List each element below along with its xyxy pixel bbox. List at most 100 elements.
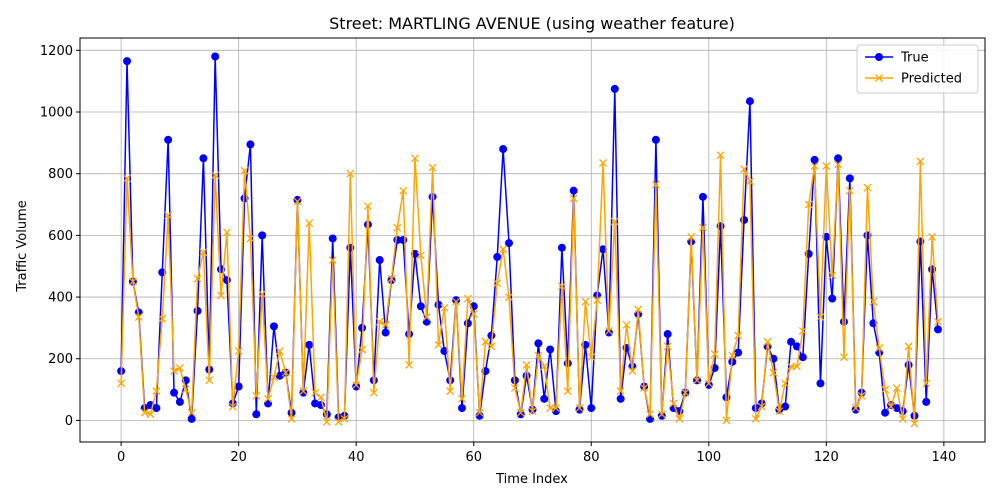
data-point	[205, 376, 214, 385]
series-predicted	[117, 151, 942, 428]
x-tick-label: 40	[348, 450, 365, 465]
x-tick-label: 0	[117, 450, 125, 465]
data-point	[863, 183, 872, 192]
data-point	[170, 388, 179, 397]
data-point	[499, 145, 508, 154]
data-point	[516, 408, 525, 417]
x-tick-label: 100	[696, 450, 721, 465]
data-point	[745, 97, 754, 106]
data-point	[305, 219, 314, 227]
data-point	[663, 342, 672, 351]
data-point	[504, 239, 513, 248]
data-point	[458, 394, 466, 403]
data-point	[657, 410, 666, 419]
y-tick-label: 400	[48, 291, 73, 306]
x-axis: 0 20 40 60 80 100 120 140	[117, 442, 956, 465]
data-point	[164, 211, 173, 220]
grid	[80, 38, 985, 442]
data-point	[557, 282, 566, 291]
legend-label: True	[900, 51, 929, 66]
data-point	[840, 353, 848, 362]
data-point	[140, 408, 149, 417]
data-point	[810, 155, 819, 164]
y-tick-label: 1000	[40, 106, 73, 121]
data-point	[651, 180, 660, 189]
data-point	[234, 347, 243, 355]
data-point	[422, 313, 431, 322]
data-point	[546, 404, 555, 413]
data-point	[158, 314, 167, 323]
x-axis-label: Time Index	[495, 472, 568, 487]
legend-marker	[875, 74, 883, 82]
data-point	[316, 393, 325, 402]
data-point	[604, 327, 613, 335]
data-point	[792, 342, 801, 351]
data-point	[787, 337, 796, 346]
data-point	[405, 360, 414, 369]
data-point	[781, 402, 790, 411]
x-tick-label: 80	[583, 450, 600, 465]
data-point	[916, 157, 925, 166]
data-point	[269, 373, 278, 382]
data-point	[610, 217, 619, 226]
data-point	[540, 362, 549, 371]
data-point	[581, 297, 590, 306]
data-point	[457, 404, 466, 413]
data-point	[258, 231, 267, 240]
data-point	[904, 342, 913, 351]
data-point	[175, 397, 184, 406]
data-point	[440, 347, 449, 356]
data-point	[193, 306, 202, 315]
x-tick-label: 120	[814, 450, 839, 465]
data-point	[798, 327, 807, 335]
data-point	[322, 417, 331, 426]
data-point	[246, 140, 255, 149]
data-point	[681, 388, 690, 397]
data-point	[751, 414, 760, 423]
data-point	[463, 319, 472, 328]
data-point	[264, 394, 273, 403]
data-point	[170, 367, 178, 376]
data-point	[881, 385, 890, 394]
data-point	[222, 228, 231, 237]
data-point	[123, 57, 132, 66]
data-point	[128, 277, 137, 286]
x-tick-label: 20	[230, 450, 247, 465]
data-point	[839, 317, 848, 326]
data-point	[422, 317, 431, 326]
data-point	[869, 297, 878, 306]
data-point	[563, 359, 572, 368]
data-point	[305, 340, 314, 349]
data-point	[851, 404, 860, 413]
data-point	[352, 382, 361, 391]
data-point	[375, 317, 384, 326]
data-point	[904, 360, 913, 369]
data-point	[281, 368, 290, 377]
data-point	[363, 202, 372, 211]
data-point	[522, 360, 531, 369]
data-point	[299, 388, 308, 397]
data-point	[534, 351, 543, 360]
data-point	[405, 330, 414, 339]
data-point	[334, 417, 343, 426]
data-point	[857, 391, 866, 400]
data-point	[663, 330, 672, 339]
data-point	[546, 345, 555, 354]
data-point	[246, 234, 255, 243]
data-point	[851, 405, 860, 414]
data-point	[922, 379, 931, 388]
data-point	[787, 362, 796, 371]
series-line	[120, 155, 939, 424]
data-point	[164, 135, 173, 144]
legend: True Predicted	[856, 44, 979, 94]
data-point	[275, 347, 284, 355]
data-point	[557, 243, 566, 252]
data-point	[781, 379, 790, 388]
data-point	[845, 174, 854, 183]
data-point	[810, 162, 819, 170]
data-point	[181, 385, 190, 394]
data-point	[587, 353, 596, 362]
data-point	[217, 291, 225, 300]
data-point	[792, 362, 801, 371]
legend-marker	[875, 53, 883, 61]
